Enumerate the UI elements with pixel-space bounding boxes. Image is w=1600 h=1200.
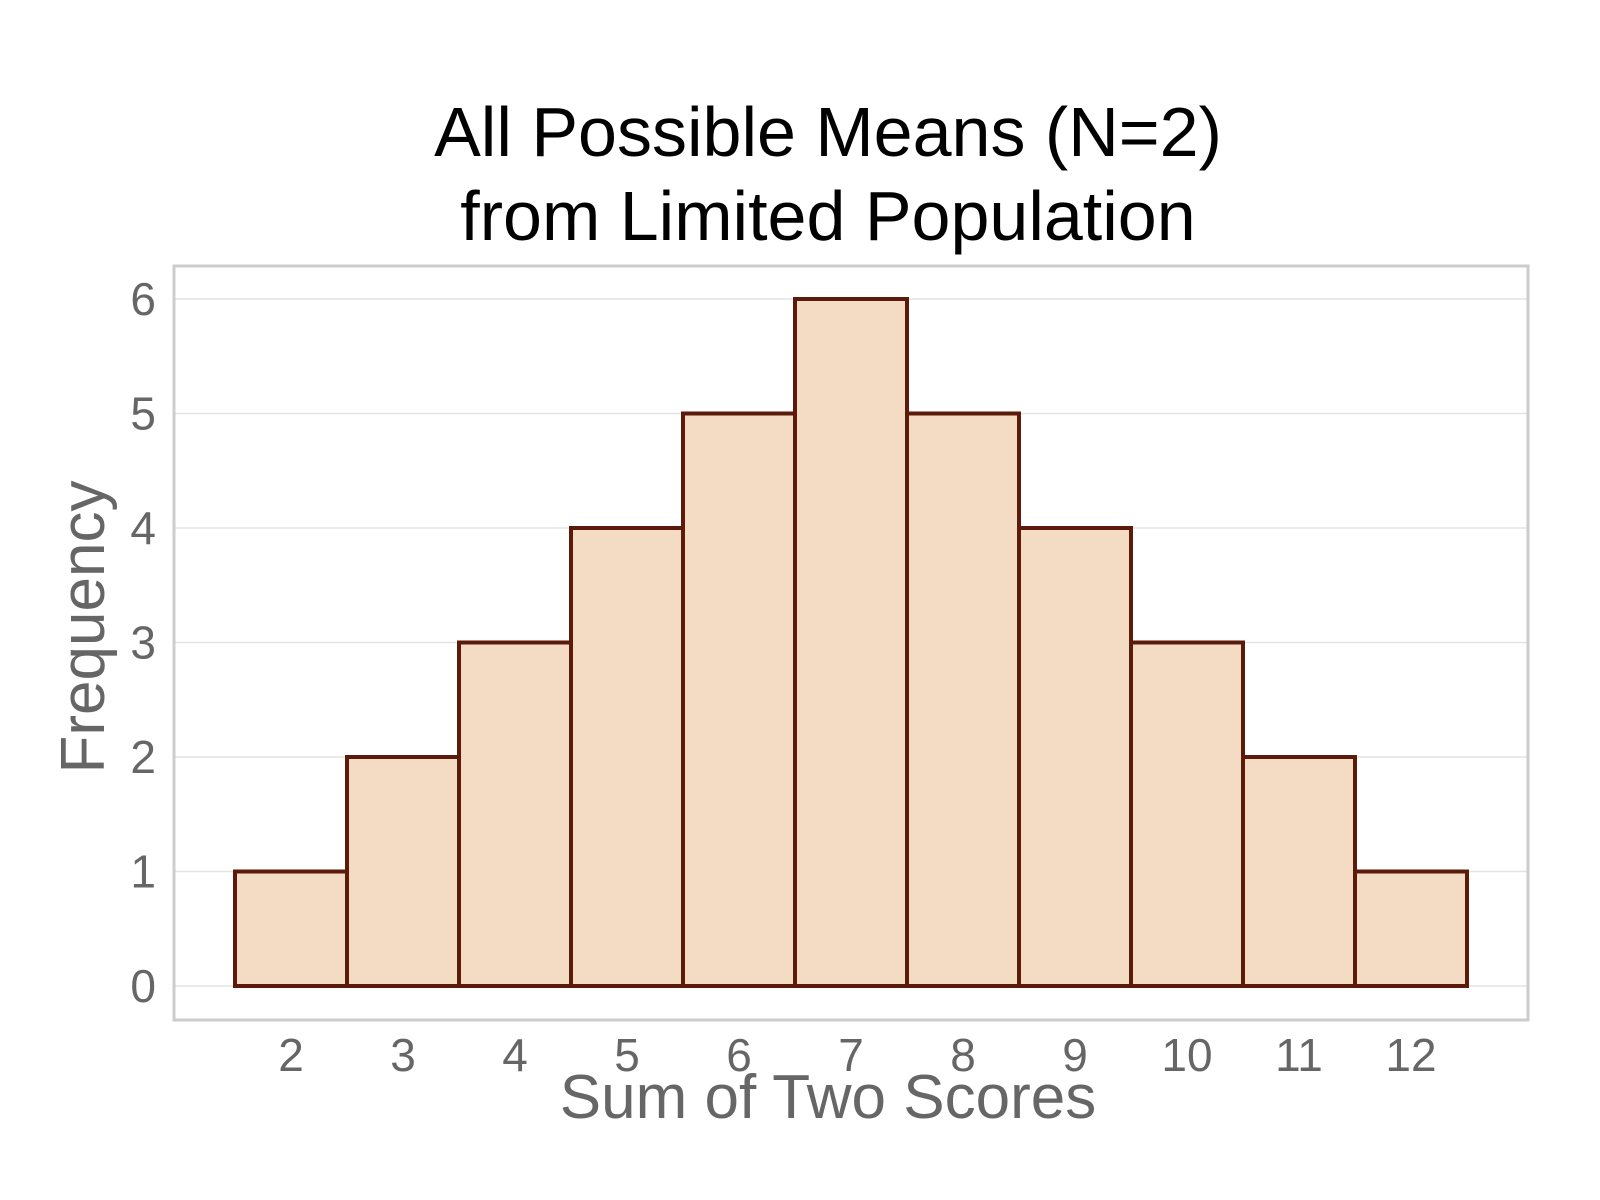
x-tick-label: 5 (614, 1029, 640, 1081)
bar-4 (457, 640, 573, 988)
x-tick-label: 10 (1161, 1029, 1212, 1081)
bars (233, 297, 1469, 988)
panel-border (172, 264, 1530, 1022)
x-tick-label: 6 (726, 1029, 752, 1081)
x-tick-label: 7 (838, 1029, 864, 1081)
chart-title-line-2: from Limited Population (460, 177, 1195, 255)
bar-7 (793, 297, 909, 988)
y-tick-label: 4 (130, 502, 156, 554)
x-tick-label: 3 (390, 1029, 416, 1081)
y-axis-title: Frequency (49, 481, 118, 774)
bar-5 (569, 526, 685, 988)
bar-8 (905, 411, 1021, 988)
bar-11 (1241, 755, 1357, 988)
y-tick-label: 1 (130, 846, 156, 898)
x-tick-label: 9 (1062, 1029, 1088, 1081)
y-tick-label: 2 (130, 731, 156, 783)
x-tick-label: 8 (950, 1029, 976, 1081)
bar-12 (1353, 869, 1469, 988)
bar-6 (681, 411, 797, 988)
x-tick-label: 4 (502, 1029, 528, 1081)
chart-title-line-1: All Possible Means (N=2) (434, 93, 1222, 171)
y-tick-labels: 0 1 2 3 4 5 6 (130, 273, 156, 1012)
y-tick-label: 3 (130, 617, 156, 669)
y-tick-label: 6 (130, 273, 156, 325)
bar-9 (1017, 526, 1133, 988)
x-tick-label: 12 (1385, 1029, 1436, 1081)
bar-10 (1129, 640, 1245, 988)
y-tick-label: 0 (130, 960, 156, 1012)
x-axis-title: Sum of Two Scores (560, 1063, 1096, 1132)
x-tick-label: 2 (278, 1029, 304, 1081)
x-tick-labels: 2 3 4 5 6 7 8 9 10 11 12 (278, 1029, 1436, 1081)
x-tick-label: 11 (1275, 1029, 1323, 1081)
bar-3 (345, 755, 461, 988)
y-tick-label: 5 (130, 388, 156, 440)
bar-2 (233, 869, 349, 988)
